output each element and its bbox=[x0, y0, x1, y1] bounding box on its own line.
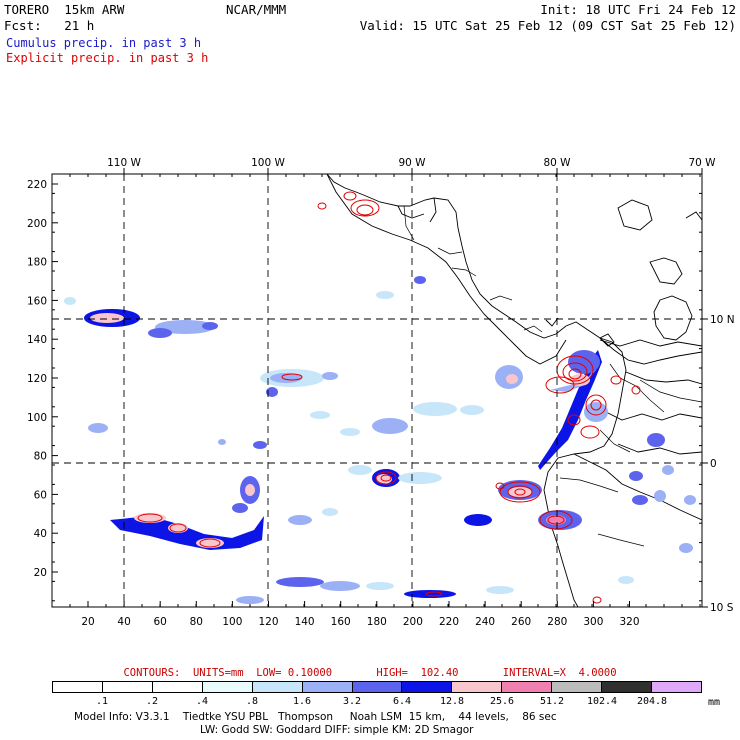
colorbar-swatch bbox=[152, 682, 203, 692]
longitude-label: 90 W bbox=[398, 157, 426, 169]
colorbar-swatch bbox=[302, 682, 353, 692]
coastlines bbox=[326, 174, 702, 607]
x-tick-label: 120 bbox=[258, 616, 278, 628]
colorbar-label: 12.8 bbox=[439, 696, 465, 707]
y-tick-label: 180 bbox=[27, 257, 47, 269]
colorbar-label: 1.6 bbox=[292, 696, 312, 707]
colorbar-label: 102.4 bbox=[586, 696, 618, 707]
y-tick-label: 160 bbox=[27, 295, 47, 307]
model-info-line1: Model Info: V3.3.1 Tiedtke YSU PBL Thomp… bbox=[74, 711, 557, 723]
cumulus-field-label: Cumulus precip. in past 3 h bbox=[6, 36, 202, 50]
x-tick-label: 280 bbox=[547, 616, 567, 628]
colorbar-unit: mm bbox=[707, 697, 721, 708]
colorbar-swatch bbox=[352, 682, 403, 692]
y-tick-label: 220 bbox=[27, 179, 47, 191]
y-tick-label: 200 bbox=[27, 218, 47, 230]
x-tick-label: 320 bbox=[619, 616, 639, 628]
colorbar-label: 6.4 bbox=[392, 696, 412, 707]
colorbar-swatch bbox=[552, 682, 603, 692]
y-tick-label: 100 bbox=[27, 412, 47, 424]
x-tick-label: 40 bbox=[117, 616, 130, 628]
colorbar-swatch bbox=[502, 682, 553, 692]
colorbar-label: .2 bbox=[145, 696, 159, 707]
center-label: NCAR/MMM bbox=[226, 2, 287, 17]
latitude-label: 10 S bbox=[710, 602, 734, 614]
longitude-label: 80 W bbox=[543, 157, 571, 169]
colorbar-label: 204.8 bbox=[636, 696, 668, 707]
x-tick-label: 20 bbox=[81, 616, 94, 628]
x-tick-label: 300 bbox=[583, 616, 603, 628]
x-tick-label: 160 bbox=[331, 616, 351, 628]
longitude-label: 100 W bbox=[251, 157, 285, 169]
x-tick-label: 260 bbox=[511, 616, 531, 628]
x-tick-label: 80 bbox=[190, 616, 203, 628]
colorbar-label: 3.2 bbox=[342, 696, 362, 707]
colorbar-swatch bbox=[602, 682, 653, 692]
latitude-label: 0 bbox=[710, 458, 717, 470]
x-tick-label: 220 bbox=[439, 616, 459, 628]
colorbar-swatch bbox=[402, 682, 453, 692]
colorbar-label: .4 bbox=[195, 696, 209, 707]
colorbar-labels: .1 .2 .4 .8 1.6 3.2 6.4 12.8 25.6 51.2 102.4 204.8 bbox=[52, 696, 702, 708]
x-tick-label: 140 bbox=[295, 616, 315, 628]
colorbar-label: 25.6 bbox=[489, 696, 515, 707]
graticule bbox=[52, 174, 702, 607]
longitude-label: 110 W bbox=[107, 157, 141, 169]
latitude-label: 10 N bbox=[710, 314, 735, 326]
colorbar bbox=[52, 681, 702, 693]
y-tick-label: 40 bbox=[34, 528, 47, 540]
contours-info: CONTOURS: UNITS=mm LOW= 0.10000 HIGH= 10… bbox=[123, 667, 617, 679]
y-tick-label: 20 bbox=[34, 567, 47, 579]
longitude-label: 70 W bbox=[688, 157, 716, 169]
x-tick-label: 100 bbox=[222, 616, 242, 628]
explicit-field-label: Explicit precip. in past 3 h bbox=[6, 51, 209, 65]
y-tick-label: 60 bbox=[34, 489, 47, 501]
colorbar-swatch bbox=[102, 682, 153, 692]
init-time: Init: 18 UTC Fri 24 Feb 12 bbox=[540, 2, 736, 17]
forecast-hour: Fcst: 21 h bbox=[4, 18, 95, 33]
colorbar-swatch bbox=[252, 682, 303, 692]
colorbar-label: .1 bbox=[95, 696, 109, 707]
y-tick-label: 120 bbox=[27, 373, 47, 385]
x-tick-label: 200 bbox=[403, 616, 423, 628]
axis-tick-labels: 20 40 60 80 100 120 140 160 180 200 220 20 40 60 80 100… bbox=[27, 157, 735, 628]
colorbar-swatch bbox=[452, 682, 503, 692]
valid-time: Valid: 15 UTC Sat 25 Feb 12 (09 CST Sat … bbox=[359, 18, 736, 33]
y-tick-label: 140 bbox=[27, 334, 47, 346]
axis-ticks bbox=[51, 168, 708, 608]
map-content bbox=[52, 174, 702, 607]
x-tick-label: 240 bbox=[475, 616, 495, 628]
y-tick-label: 80 bbox=[34, 451, 47, 463]
colorbar-label: .8 bbox=[245, 696, 259, 707]
colorbar-swatch bbox=[53, 682, 103, 692]
model-title: TORERO 15km ARW bbox=[4, 2, 125, 17]
borders bbox=[403, 205, 702, 547]
x-tick-label: 60 bbox=[154, 616, 167, 628]
x-tick-label: 180 bbox=[367, 616, 387, 628]
colorbar-swatch bbox=[202, 682, 253, 692]
model-info-line2: LW: Godd SW: Goddard DIFF: simple KM: 2D… bbox=[200, 724, 474, 736]
colorbar-label: 51.2 bbox=[539, 696, 565, 707]
colorbar-swatch bbox=[652, 682, 701, 692]
